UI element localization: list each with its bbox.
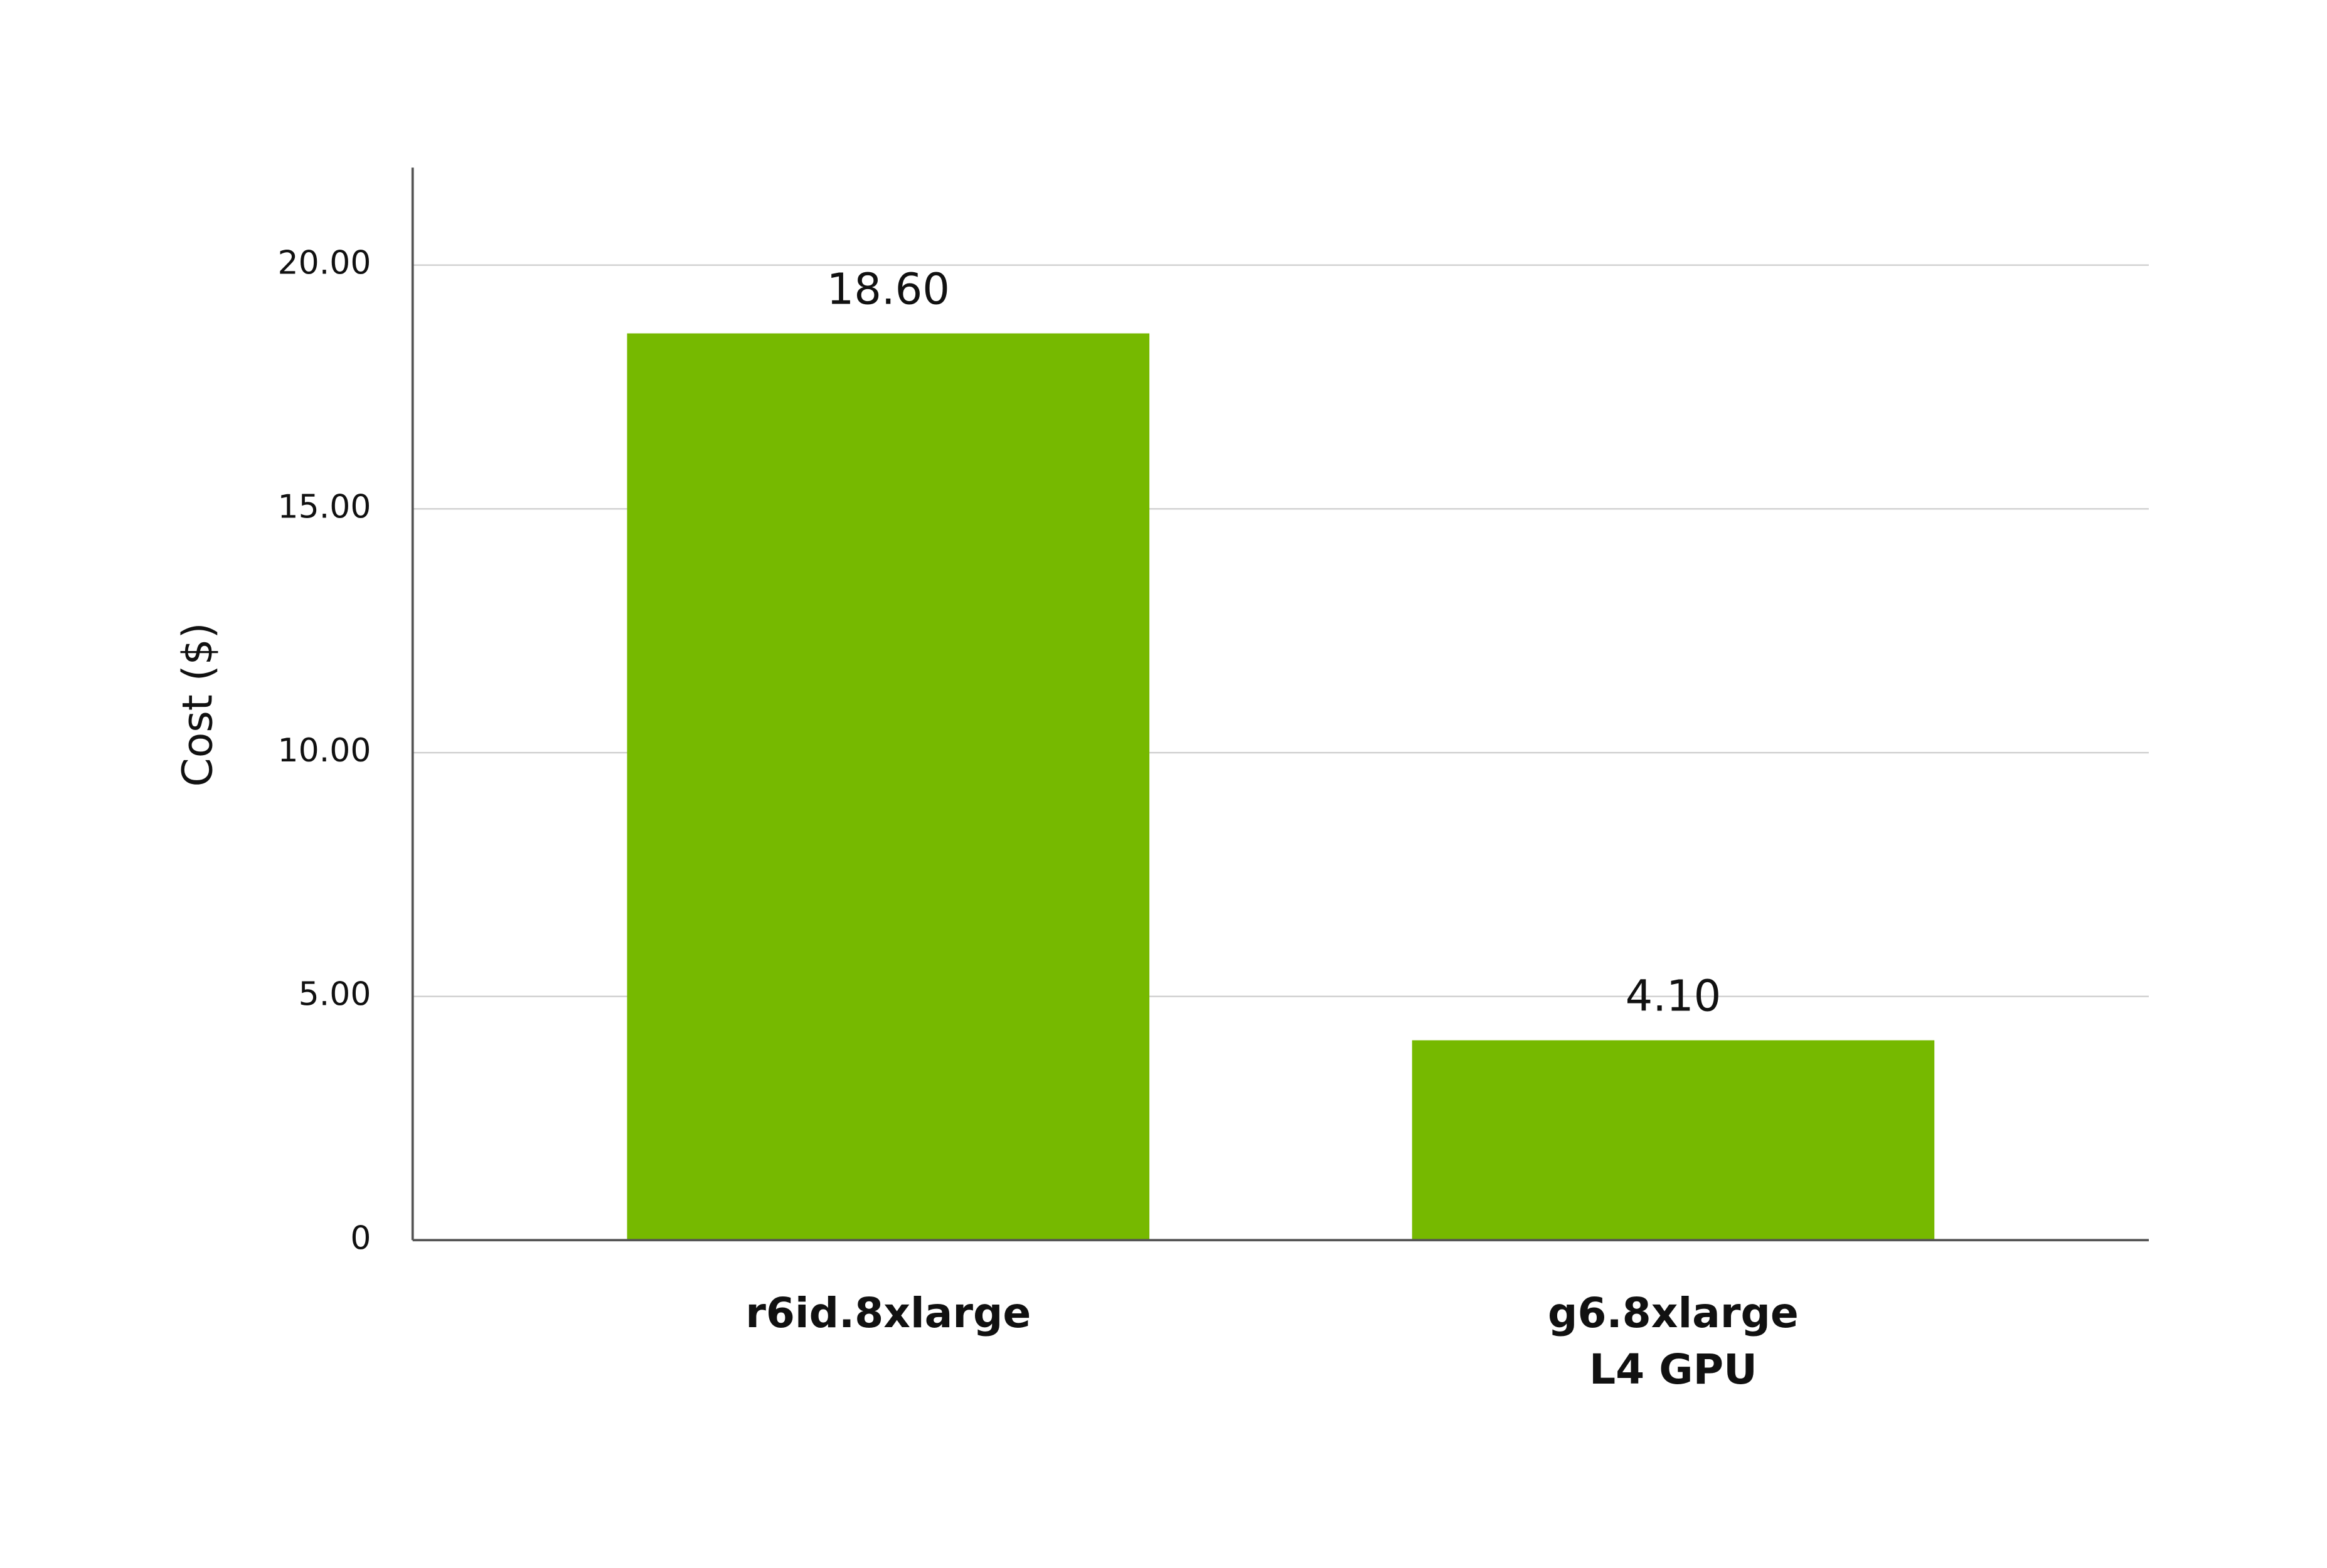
value-label: 4.10	[1626, 971, 1722, 1021]
bar	[1412, 1040, 1935, 1241]
y-axis-label: Cost ($)	[174, 622, 222, 787]
x-tick-label: g6.8xlarge	[1548, 1289, 1799, 1337]
y-tick-label: 5.00	[299, 976, 371, 1014]
bar	[627, 333, 1150, 1241]
y-tick-label: 10.00	[278, 732, 371, 770]
y-tick-label: 15.00	[278, 488, 371, 526]
x-tick-label: L4 GPU	[1589, 1345, 1757, 1394]
y-tick-label: 20.00	[278, 245, 371, 282]
y-tick-label: 0	[350, 1219, 371, 1257]
value-label: 18.60	[827, 264, 950, 314]
x-tick-label: r6id.8xlarge	[745, 1289, 1031, 1337]
